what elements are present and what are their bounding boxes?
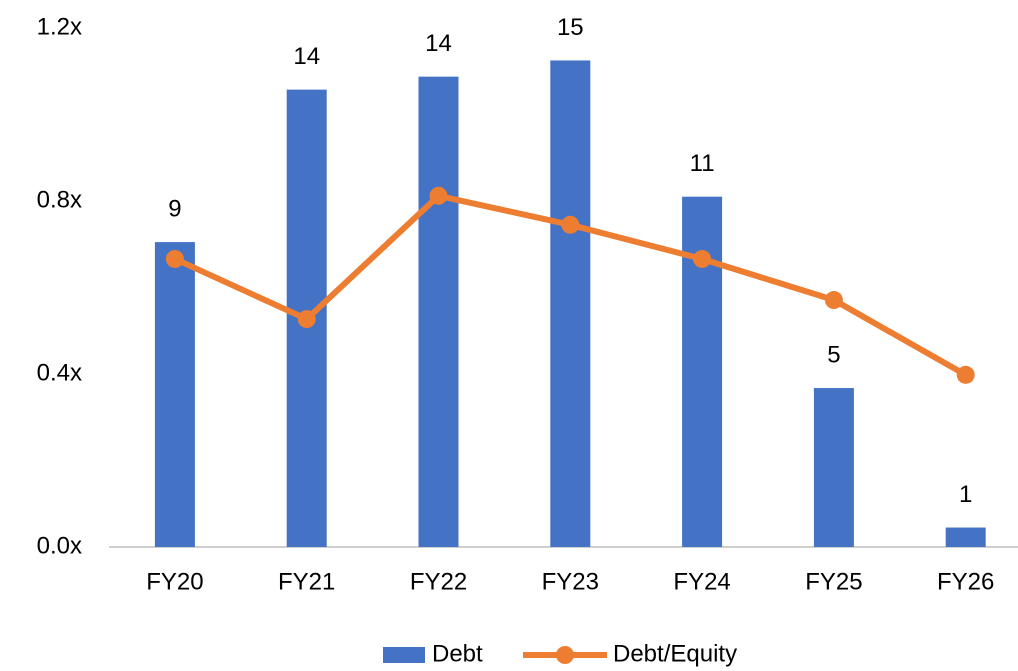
legend-label: Debt/Equity [613, 640, 737, 667]
x-tick-label: FY22 [410, 568, 467, 595]
y-tick-label: 0.0x [37, 532, 82, 559]
x-tick-label: FY26 [937, 568, 994, 595]
x-tick-label: FY23 [542, 568, 599, 595]
line-marker [429, 186, 448, 205]
y-tick-label: 0.4x [37, 359, 82, 386]
data-label: 1 [959, 481, 972, 508]
bar [945, 527, 986, 547]
line-marker [693, 249, 712, 268]
bar [418, 76, 459, 547]
data-label: 15 [557, 14, 584, 41]
legend-label: Debt [432, 640, 483, 667]
line-marker [561, 215, 580, 234]
bar [813, 388, 854, 547]
bar [154, 242, 195, 547]
y-tick-label: 1.2x [37, 13, 82, 40]
line-marker [956, 365, 975, 384]
x-tick-label: FY24 [673, 568, 730, 595]
legend-swatch [383, 647, 425, 663]
data-label: 9 [168, 195, 181, 222]
x-tick-label: FY25 [805, 568, 862, 595]
line-marker [824, 291, 843, 310]
x-tick-label: FY20 [146, 568, 203, 595]
line-marker [165, 249, 184, 268]
y-tick-label: 0.8x [37, 186, 82, 213]
data-label: 14 [425, 30, 452, 57]
line-marker [297, 310, 316, 329]
legend-marker [556, 646, 574, 664]
bar [682, 196, 723, 548]
x-tick-label: FY21 [278, 568, 335, 595]
data-label: 14 [293, 43, 320, 70]
bar [550, 60, 591, 547]
data-label: 11 [690, 150, 715, 177]
data-label: 5 [827, 341, 840, 368]
